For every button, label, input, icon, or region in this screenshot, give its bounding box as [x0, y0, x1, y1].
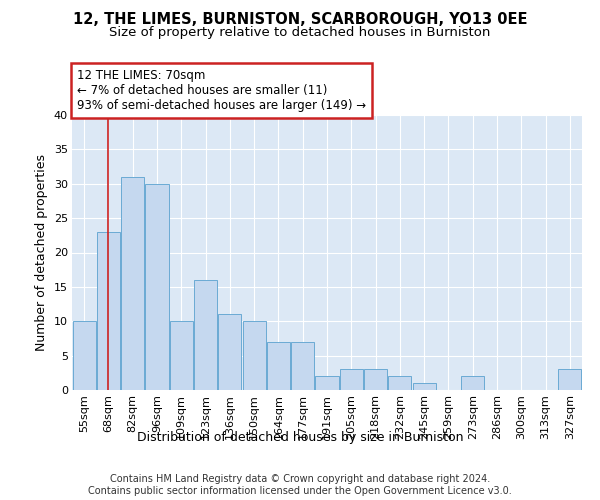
Text: 12 THE LIMES: 70sqm
← 7% of detached houses are smaller (11)
93% of semi-detache: 12 THE LIMES: 70sqm ← 7% of detached hou… — [77, 69, 366, 112]
Bar — [218, 314, 241, 390]
Bar — [388, 376, 412, 390]
Bar — [461, 376, 484, 390]
Text: Distribution of detached houses by size in Burniston: Distribution of detached houses by size … — [137, 431, 463, 444]
Bar — [364, 370, 387, 390]
Bar — [267, 342, 290, 390]
Bar — [97, 232, 120, 390]
Text: Contains HM Land Registry data © Crown copyright and database right 2024.: Contains HM Land Registry data © Crown c… — [110, 474, 490, 484]
Text: 12, THE LIMES, BURNISTON, SCARBOROUGH, YO13 0EE: 12, THE LIMES, BURNISTON, SCARBOROUGH, Y… — [73, 12, 527, 28]
Bar — [242, 322, 266, 390]
Bar — [291, 342, 314, 390]
Bar — [559, 370, 581, 390]
Bar — [73, 322, 95, 390]
Bar — [121, 177, 144, 390]
Bar — [145, 184, 169, 390]
Text: Contains public sector information licensed under the Open Government Licence v3: Contains public sector information licen… — [88, 486, 512, 496]
Bar — [316, 376, 338, 390]
Bar — [413, 383, 436, 390]
Bar — [170, 322, 193, 390]
Bar — [340, 370, 363, 390]
Bar — [194, 280, 217, 390]
Y-axis label: Number of detached properties: Number of detached properties — [35, 154, 48, 351]
Text: Size of property relative to detached houses in Burniston: Size of property relative to detached ho… — [109, 26, 491, 39]
